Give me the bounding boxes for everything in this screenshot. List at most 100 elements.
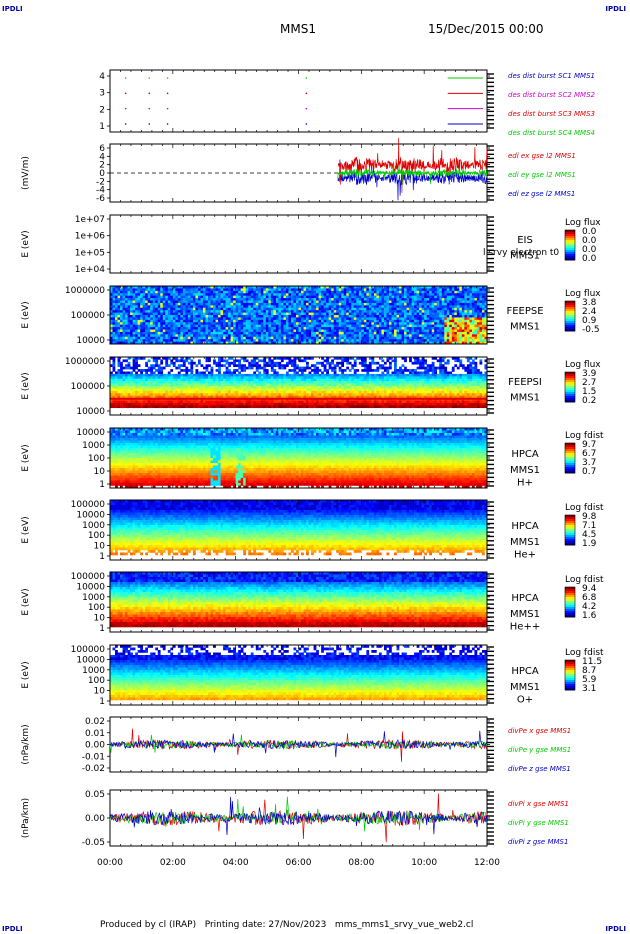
colorbar-segment (565, 384, 575, 387)
colorbar-segment (565, 609, 575, 612)
colorbar-tick-label: 0.0 (582, 227, 597, 237)
colorbar-segment (565, 593, 575, 596)
y-axis-label: E (eV) (21, 661, 31, 688)
burst-mark (124, 77, 127, 79)
y-tick-label: 10 (94, 467, 106, 477)
heatmap-cells (110, 572, 488, 628)
colorbar-title: Log fdist (565, 575, 604, 585)
burst-mark (305, 123, 308, 125)
y-tick-label: 0 (99, 169, 105, 179)
colorbar-segment (565, 449, 575, 452)
series-legend-label: edi ex gse l2 MMS1 (508, 152, 576, 160)
colorbar-frame (564, 659, 576, 691)
y-tick-label: 1e+05 (75, 248, 105, 258)
colorbar-segment (565, 457, 575, 460)
heatmap-cells (110, 645, 488, 701)
colorbar-tick-label: -0.5 (582, 325, 600, 335)
colorbar-segment (565, 603, 575, 606)
burst-mark (305, 77, 308, 79)
colorbar-segment (565, 394, 575, 397)
colorbar-tick-label: 11.5 (582, 657, 602, 667)
y-tick-label: 4 (99, 152, 105, 162)
colorbar-segment (565, 378, 575, 381)
y-tick-label: -0.05 (82, 838, 105, 848)
y-tick-label: 100000 (71, 645, 106, 655)
colorbar-tick-label: 2.7 (582, 378, 596, 388)
y-tick-label: 100 (88, 454, 105, 464)
colorbar-segment (565, 613, 575, 616)
colorbar-tick-label: 1.9 (582, 539, 597, 549)
colorbar-title: Log flux (565, 360, 601, 370)
colorbar-tick-label: 1.6 (582, 611, 597, 621)
colorbar-segment (565, 469, 575, 472)
colorbar-segment (565, 465, 575, 468)
colorbar-segment (565, 453, 575, 456)
y-axis-label: E (eV) (21, 301, 31, 328)
x-tick-label: 02:00 (160, 858, 186, 868)
colorbar-segment (565, 676, 575, 679)
y-tick-label: 10000 (76, 407, 105, 417)
y-axis-label: E (eV) (21, 372, 31, 399)
colorbar-segment (565, 517, 575, 520)
plot-title: MMS1 (280, 22, 316, 36)
colorbar-segment (565, 252, 575, 255)
panel-label: H+ (517, 478, 533, 489)
colorbar-segment (565, 447, 575, 450)
burst-mark (166, 123, 169, 125)
colorbar-segment (565, 533, 575, 536)
y-tick-label: 1000 (82, 666, 105, 676)
colorbar-segment (565, 386, 575, 389)
colorbar-tick-label: 0.7 (582, 467, 596, 477)
eis-overlay-label: l srvy electron t0 (483, 248, 559, 258)
colorbar-frame (564, 300, 576, 332)
colorbar-segment (565, 234, 575, 237)
colorbar-segment (565, 374, 575, 377)
colorbar-tick-label: 6.8 (582, 593, 597, 603)
y-tick-label: 1000 (82, 593, 105, 603)
plot-date: 15/Dec/2015 00:00 (428, 22, 544, 36)
burst-mark (148, 107, 151, 110)
panel-label: HPCA (511, 666, 539, 677)
y-tick-label: 1000 (82, 441, 105, 451)
panel-label: MMS1 (510, 251, 540, 262)
colorbar-frame (564, 371, 576, 403)
panel-label: He+ (514, 550, 536, 561)
y-tick-label: 10000 (76, 510, 105, 520)
colorbar-segment (565, 376, 575, 379)
colorbar-segment (565, 327, 575, 330)
colorbar-segment (565, 680, 575, 683)
colorbar-segment (565, 672, 575, 675)
series-legend-label: edi ez gse l2 MMS1 (508, 190, 575, 198)
colorbar-segment (565, 611, 575, 614)
x-tick-label: 10:00 (411, 858, 437, 868)
colorbar-segment (565, 531, 575, 534)
colorbar-segment (565, 396, 575, 399)
x-tick-label: 06:00 (286, 858, 312, 868)
colorbar-tick-label: 1.5 (582, 387, 596, 397)
y-tick-label: 1e+04 (75, 265, 106, 275)
corner-label-top-right: IPDLI (605, 5, 626, 13)
y-tick-label: -4 (96, 186, 105, 196)
heatmap-cells (110, 357, 488, 409)
y-axis-label: (nPa/km) (21, 724, 31, 764)
colorbar-segment (565, 246, 575, 249)
x-tick-label: 12:00 (474, 858, 500, 868)
colorbar-segment (565, 601, 575, 604)
colorbar-segment (565, 256, 575, 259)
y-tick-label: 1e+07 (75, 215, 105, 225)
y-tick-label: -0.02 (82, 764, 105, 774)
colorbar-title: Log fdist (565, 431, 604, 441)
y-tick-label: 10000 (76, 582, 105, 592)
colorbar-segment (565, 455, 575, 458)
y-tick-label: 1000000 (65, 286, 105, 296)
colorbar-segment (565, 461, 575, 464)
burst-mark (124, 107, 127, 110)
colorbar-segment (565, 451, 575, 454)
colorbar-title: Log flux (565, 218, 601, 228)
colorbar-segment (565, 523, 575, 526)
y-tick-label: -6 (96, 194, 105, 204)
y-tick-label: 100 (88, 531, 105, 541)
colorbar-tick-label: 3.8 (582, 298, 597, 308)
colorbar-segment (565, 248, 575, 251)
